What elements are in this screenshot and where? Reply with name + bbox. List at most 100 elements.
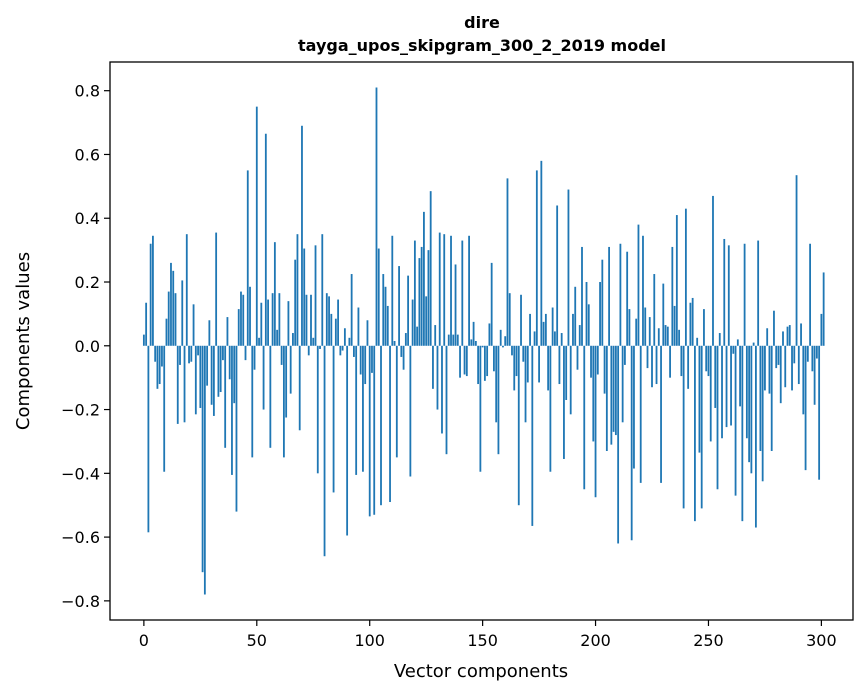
bar-296 bbox=[811, 345, 814, 372]
bar-265 bbox=[741, 345, 744, 522]
bar-270 bbox=[752, 342, 755, 346]
bar-176 bbox=[540, 160, 543, 346]
bar-216 bbox=[630, 345, 633, 541]
bar-173 bbox=[533, 331, 536, 346]
bar-268 bbox=[748, 345, 751, 463]
bar-168 bbox=[522, 345, 525, 362]
bar-220 bbox=[639, 345, 642, 483]
bar-131 bbox=[438, 232, 441, 346]
bar-141 bbox=[461, 240, 464, 346]
bar-229 bbox=[660, 345, 662, 483]
bar-71 bbox=[303, 248, 306, 346]
bar-191 bbox=[574, 286, 577, 346]
bar-148 bbox=[477, 345, 480, 385]
bar-86 bbox=[337, 299, 339, 346]
bar-184 bbox=[558, 345, 561, 385]
bar-48 bbox=[251, 345, 254, 458]
bar-135 bbox=[447, 334, 450, 346]
bar-120 bbox=[413, 240, 416, 346]
bar-252 bbox=[712, 195, 714, 346]
bar-240 bbox=[684, 208, 687, 346]
bar-241 bbox=[687, 345, 690, 389]
bar-137 bbox=[452, 334, 455, 346]
bar-42 bbox=[237, 309, 240, 346]
bar-125 bbox=[425, 296, 428, 346]
x-tick-label: 150 bbox=[467, 631, 498, 650]
bar-269 bbox=[750, 345, 753, 474]
bar-38 bbox=[228, 345, 231, 380]
bar-224 bbox=[648, 317, 651, 346]
bar-264 bbox=[739, 345, 741, 407]
bar-155 bbox=[493, 345, 495, 372]
bar-174 bbox=[535, 170, 538, 346]
bar-244 bbox=[694, 345, 696, 522]
bar-261 bbox=[732, 345, 735, 354]
bar-56 bbox=[269, 345, 272, 448]
bar-26 bbox=[201, 345, 204, 573]
bar-193 bbox=[578, 325, 581, 346]
bar-180 bbox=[549, 345, 552, 472]
bar-271 bbox=[754, 345, 757, 528]
bar-203 bbox=[601, 259, 604, 346]
bar-198 bbox=[590, 345, 592, 378]
bar-163 bbox=[511, 345, 513, 356]
bar-222 bbox=[644, 307, 647, 346]
bar-34 bbox=[219, 345, 222, 393]
bar-167 bbox=[520, 294, 522, 346]
bar-250 bbox=[707, 345, 710, 377]
bar-82 bbox=[328, 296, 330, 346]
bar-142 bbox=[463, 345, 466, 375]
bar-280 bbox=[775, 345, 778, 369]
bar-129 bbox=[434, 325, 437, 346]
bar-221 bbox=[642, 235, 644, 346]
bar-16 bbox=[179, 345, 181, 365]
bar-63 bbox=[285, 345, 288, 418]
bar-87 bbox=[339, 345, 342, 356]
bar-9 bbox=[163, 345, 166, 472]
bar-181 bbox=[551, 307, 554, 346]
bar-32 bbox=[215, 232, 218, 346]
bar-103 bbox=[375, 87, 378, 346]
bar-99 bbox=[366, 320, 369, 346]
bar-151 bbox=[483, 345, 486, 381]
bar-93 bbox=[353, 345, 355, 357]
bar-139 bbox=[456, 334, 459, 346]
bar-30 bbox=[210, 345, 213, 405]
bar-289 bbox=[795, 175, 798, 346]
bar-166 bbox=[517, 345, 520, 506]
bar-179 bbox=[547, 345, 550, 391]
x-tick-label: 50 bbox=[247, 631, 267, 650]
bar-195 bbox=[583, 345, 586, 490]
bar-6 bbox=[156, 345, 159, 389]
bar-119 bbox=[411, 299, 414, 346]
bar-177 bbox=[542, 321, 545, 346]
bar-62 bbox=[282, 345, 285, 458]
bar-98 bbox=[364, 345, 367, 385]
bar-188 bbox=[567, 189, 570, 346]
bar-257 bbox=[723, 238, 726, 346]
bar-243 bbox=[691, 297, 694, 346]
bar-170 bbox=[526, 345, 529, 383]
bar-47 bbox=[249, 286, 251, 346]
y-tick-label: −0.4 bbox=[61, 464, 100, 483]
bar-211 bbox=[619, 243, 622, 346]
y-tick-label: 0.8 bbox=[75, 82, 100, 101]
bar-41 bbox=[235, 345, 238, 512]
bar-275 bbox=[764, 345, 766, 391]
bar-238 bbox=[680, 345, 683, 377]
x-tick-label: 0 bbox=[139, 631, 149, 650]
bar-23 bbox=[194, 345, 197, 415]
bar-282 bbox=[779, 345, 782, 404]
bar-94 bbox=[355, 345, 358, 475]
bar-130 bbox=[436, 345, 439, 410]
bar-64 bbox=[287, 301, 290, 346]
bar-152 bbox=[486, 345, 489, 377]
bar-248 bbox=[703, 309, 705, 346]
bar-138 bbox=[454, 264, 457, 346]
bar-196 bbox=[585, 282, 588, 346]
bar-226 bbox=[653, 274, 656, 346]
bar-175 bbox=[538, 345, 540, 383]
bar-153 bbox=[488, 323, 491, 346]
bar-263 bbox=[736, 339, 739, 346]
bar-53 bbox=[262, 345, 265, 410]
